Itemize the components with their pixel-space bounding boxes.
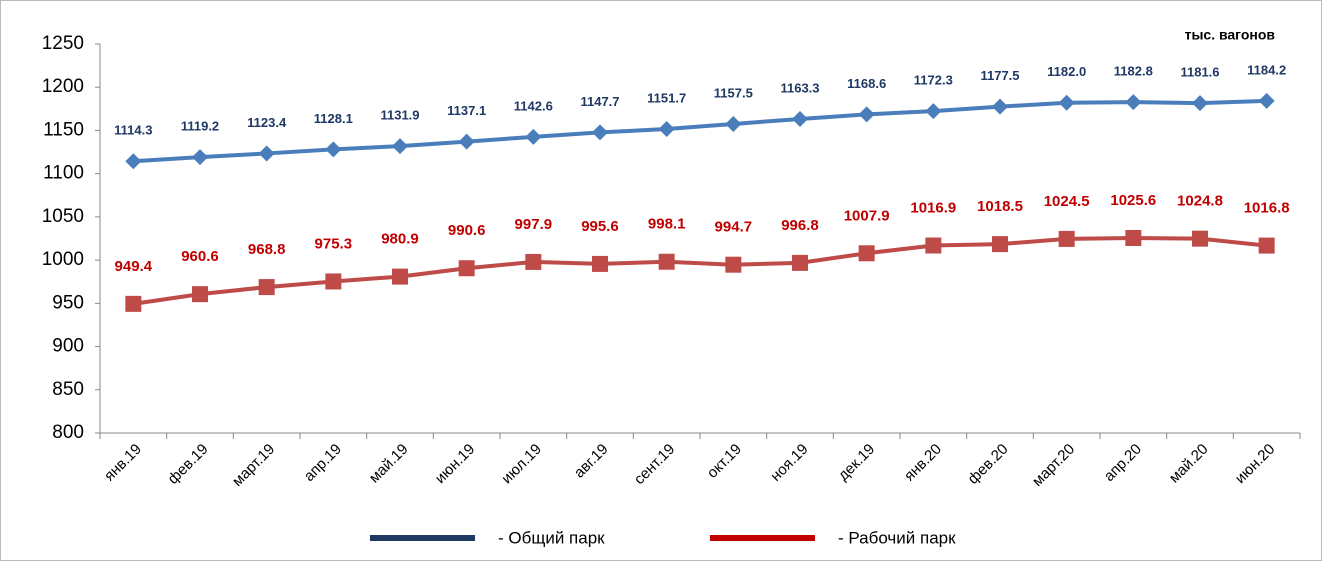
marker — [258, 279, 275, 296]
data-label: 998.1 — [648, 216, 686, 233]
data-label: 1137.1 — [447, 103, 486, 118]
data-label: 1182.0 — [1047, 64, 1086, 79]
data-label: 990.6 — [448, 222, 486, 239]
marker — [325, 141, 342, 158]
y-tick-label: 900 — [52, 336, 84, 357]
marker — [1192, 230, 1208, 247]
unit-label: тыс. вагонов — [1185, 27, 1276, 43]
marker — [258, 145, 275, 162]
data-label: 1177.5 — [980, 68, 1019, 83]
data-label: 960.6 — [181, 248, 219, 265]
marker — [392, 268, 408, 285]
marker — [458, 133, 475, 150]
marker — [525, 253, 542, 270]
y-tick-label: 850 — [52, 379, 84, 400]
marker — [992, 236, 1008, 253]
marker — [792, 254, 808, 271]
series-line — [133, 98, 1267, 164]
data-label: 1024.8 — [1177, 193, 1223, 210]
marker — [658, 253, 675, 270]
data-label: 1142.6 — [514, 98, 553, 113]
marker — [192, 286, 208, 303]
data-label: 1018.5 — [977, 198, 1023, 215]
data-label: 949.4 — [115, 258, 153, 275]
marker — [725, 256, 742, 273]
data-label: 1182.8 — [1114, 64, 1153, 79]
y-tick-label: 1250 — [42, 33, 84, 54]
y-tick-label: 1200 — [42, 76, 84, 97]
marker — [725, 115, 742, 132]
marker — [392, 138, 408, 155]
marker — [925, 237, 942, 254]
data-label: 1007.9 — [844, 207, 890, 224]
data-label: 996.8 — [781, 217, 819, 234]
marker — [592, 124, 608, 141]
data-label: 995.6 — [581, 218, 619, 235]
y-tick-label: 1150 — [43, 119, 84, 140]
data-label: 1114.3 — [114, 123, 152, 138]
marker — [125, 295, 142, 312]
marker — [1058, 94, 1075, 111]
marker — [1125, 94, 1142, 111]
data-label: 1157.5 — [714, 85, 753, 100]
marker — [792, 110, 808, 127]
data-label: 997.9 — [515, 216, 553, 233]
data-label: 968.8 — [248, 241, 286, 258]
data-label: 1184.2 — [1247, 62, 1286, 77]
marker — [992, 98, 1008, 115]
y-tick-label: 1100 — [43, 163, 84, 184]
marker — [125, 153, 142, 170]
marker — [525, 128, 542, 145]
marker — [925, 103, 942, 120]
marker — [858, 106, 875, 123]
data-label: 1151.7 — [647, 90, 686, 105]
data-label: 1147.7 — [580, 94, 619, 109]
y-tick-label: 800 — [52, 422, 84, 443]
marker — [458, 260, 475, 277]
data-label: 1024.5 — [1044, 193, 1090, 210]
data-label: 980.9 — [381, 231, 419, 248]
marker — [192, 149, 208, 166]
marker — [658, 120, 675, 137]
marker — [1058, 230, 1075, 247]
marker — [1192, 95, 1208, 112]
marker — [858, 245, 875, 262]
marker — [1258, 92, 1275, 109]
marker — [1125, 229, 1142, 246]
data-label: 975.3 — [315, 235, 353, 252]
data-label: 1025.6 — [1110, 192, 1156, 209]
marker — [592, 255, 608, 272]
y-tick-label: 1050 — [42, 206, 84, 227]
data-label: 1123.4 — [247, 115, 287, 130]
data-label: 1163.3 — [780, 80, 819, 95]
y-tick-label: 950 — [52, 292, 84, 313]
data-label: 1131.9 — [380, 108, 419, 123]
data-label: 1181.6 — [1180, 65, 1219, 80]
data-label: 1119.2 — [181, 119, 219, 134]
data-label: 1128.1 — [314, 111, 353, 126]
marker — [325, 273, 342, 290]
data-label: 1172.3 — [914, 73, 953, 88]
data-label: 1168.6 — [847, 76, 886, 91]
series-line — [133, 235, 1267, 306]
data-label: 1016.9 — [910, 199, 956, 216]
legend-label: - Общий парк — [498, 528, 605, 547]
data-label: 994.7 — [715, 219, 753, 236]
marker — [1258, 237, 1275, 254]
data-label: 1016.8 — [1244, 200, 1290, 217]
legend-label: - Рабочий парк — [838, 528, 956, 547]
y-tick-label: 1000 — [42, 249, 84, 270]
